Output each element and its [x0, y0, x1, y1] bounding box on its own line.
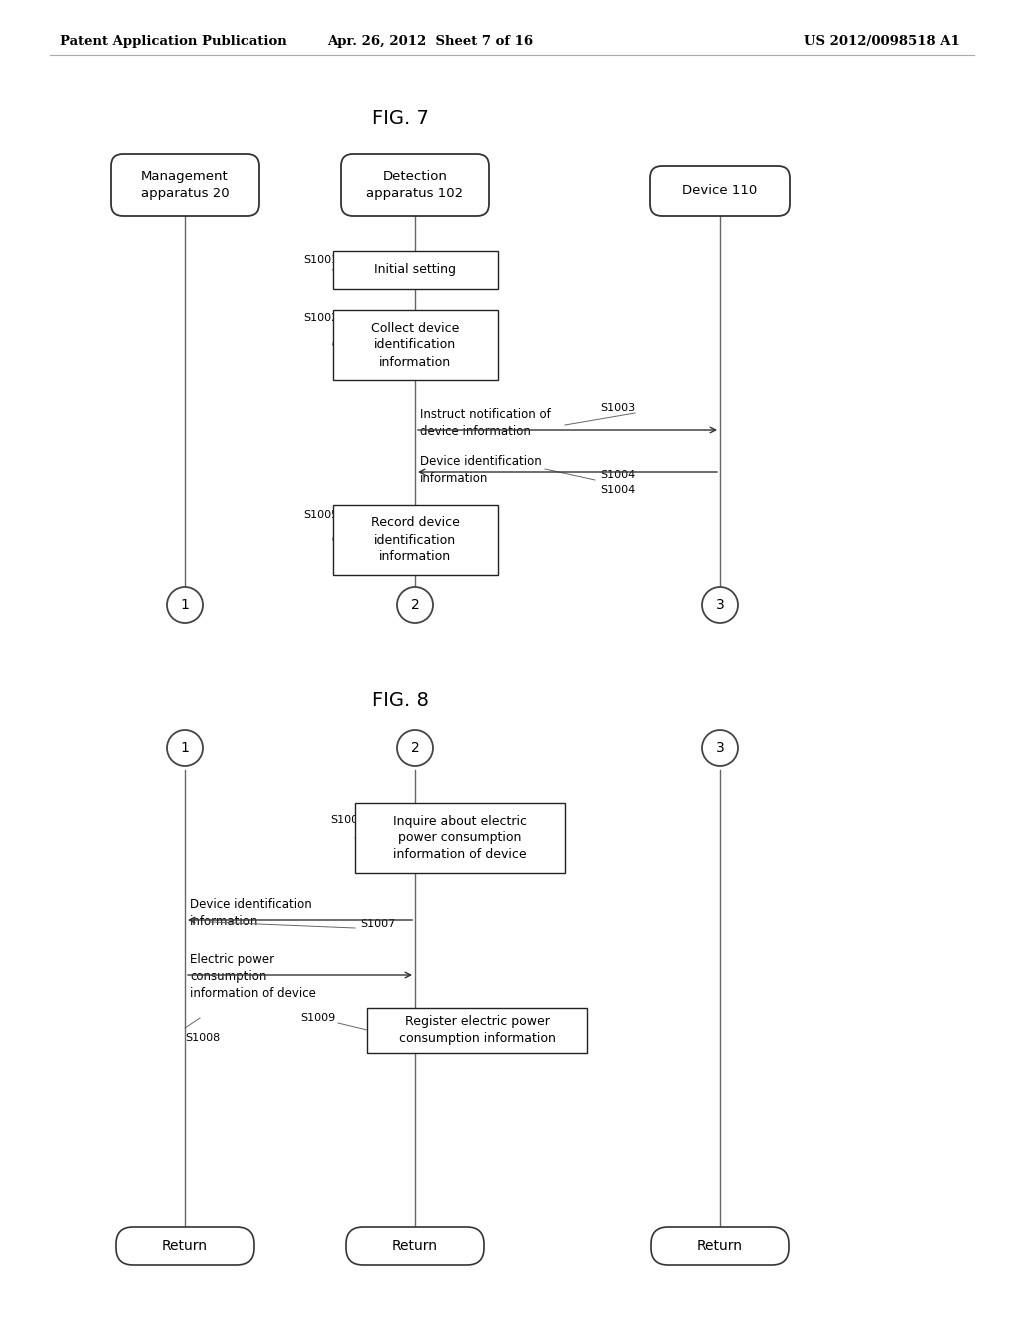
Text: Device identification
information: Device identification information: [420, 455, 542, 484]
Bar: [333, 310, 498, 380]
Text: Return: Return: [392, 1239, 438, 1253]
Text: Instruct notification of
device information: Instruct notification of device informat…: [420, 408, 551, 438]
Text: Management
apparatus 20: Management apparatus 20: [140, 170, 229, 201]
Text: US 2012/0098518 A1: US 2012/0098518 A1: [804, 36, 961, 49]
Text: 2: 2: [411, 741, 420, 755]
Text: Apr. 26, 2012  Sheet 7 of 16: Apr. 26, 2012 Sheet 7 of 16: [327, 36, 534, 49]
Bar: [333, 251, 498, 289]
Text: Initial setting: Initial setting: [374, 264, 456, 276]
Text: S1002: S1002: [303, 313, 338, 323]
Bar: [355, 803, 565, 873]
Text: S1008: S1008: [185, 1034, 220, 1043]
Circle shape: [702, 730, 738, 766]
Text: 3: 3: [716, 598, 724, 612]
Text: Patent Application Publication: Patent Application Publication: [60, 36, 287, 49]
Text: S1009: S1009: [300, 1012, 335, 1023]
Text: Device identification
information: Device identification information: [190, 898, 311, 928]
Circle shape: [167, 730, 203, 766]
Text: Record device
identification
information: Record device identification information: [371, 516, 460, 564]
Text: 3: 3: [716, 741, 724, 755]
Text: Detection
apparatus 102: Detection apparatus 102: [367, 170, 464, 201]
Circle shape: [702, 587, 738, 623]
Text: S1005: S1005: [303, 510, 338, 520]
Text: S1003: S1003: [600, 403, 635, 413]
Text: S1007: S1007: [360, 919, 395, 929]
Text: 2: 2: [411, 598, 420, 612]
Bar: [367, 1007, 587, 1052]
Circle shape: [167, 587, 203, 623]
Text: 1: 1: [180, 598, 189, 612]
Circle shape: [397, 587, 433, 623]
Text: Device 110: Device 110: [682, 185, 758, 198]
Text: S1004: S1004: [600, 484, 635, 495]
Bar: [333, 506, 498, 576]
Text: FIG. 8: FIG. 8: [372, 690, 428, 710]
Text: Return: Return: [162, 1239, 208, 1253]
Text: Return: Return: [697, 1239, 743, 1253]
Text: Inquire about electric
power consumption
information of device: Inquire about electric power consumption…: [393, 814, 527, 862]
Text: Register electric power
consumption information: Register electric power consumption info…: [398, 1015, 555, 1045]
FancyBboxPatch shape: [116, 1228, 254, 1265]
FancyBboxPatch shape: [650, 166, 790, 216]
FancyBboxPatch shape: [651, 1228, 790, 1265]
Text: S1006: S1006: [330, 814, 366, 825]
Text: S1004: S1004: [600, 470, 635, 480]
Text: FIG. 7: FIG. 7: [372, 108, 428, 128]
Text: 1: 1: [180, 741, 189, 755]
Circle shape: [397, 730, 433, 766]
FancyBboxPatch shape: [111, 154, 259, 216]
FancyBboxPatch shape: [346, 1228, 484, 1265]
Text: Collect device
identification
information: Collect device identification informatio…: [371, 322, 459, 368]
Text: Electric power
consumption
information of device: Electric power consumption information o…: [190, 953, 315, 1001]
Text: S1001: S1001: [303, 255, 338, 265]
FancyBboxPatch shape: [341, 154, 489, 216]
